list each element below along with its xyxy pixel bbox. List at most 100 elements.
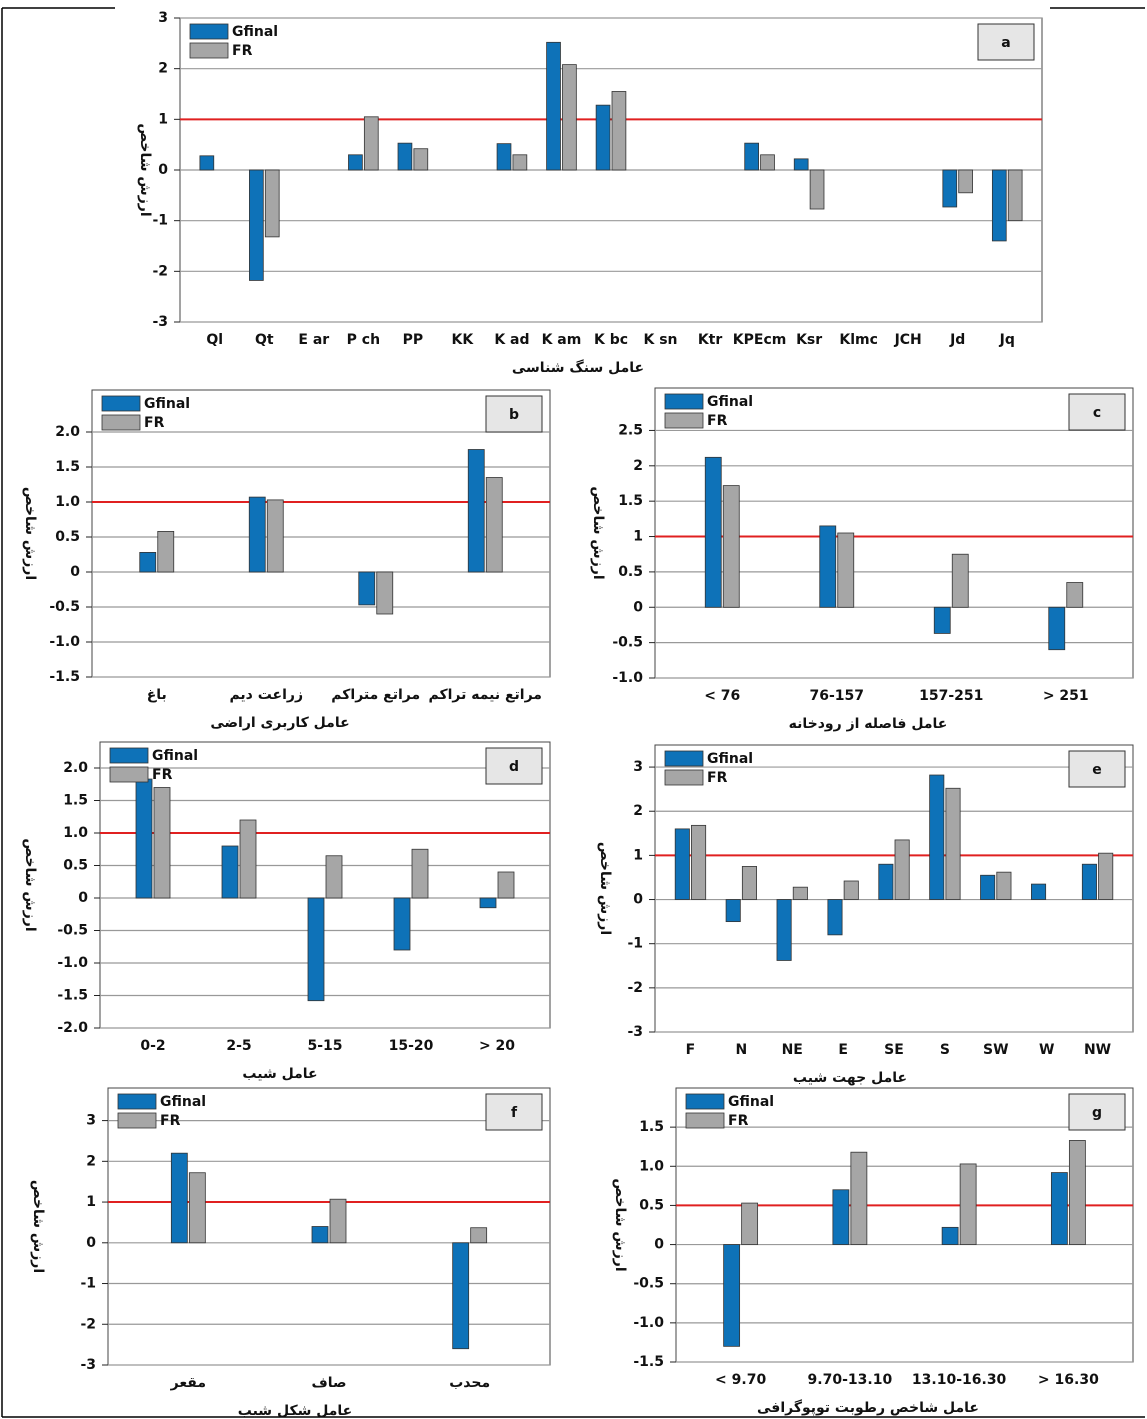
bar [843,880,859,900]
bar [760,154,775,171]
bar [1031,883,1047,900]
bar [894,839,910,900]
y-tick-label: -1.5 [57,988,88,1004]
legend-swatch [664,750,704,767]
bar [741,866,757,900]
x-tick-label: S [940,1042,950,1058]
legend-swatch [109,766,149,783]
bar [546,41,561,171]
bar [135,778,153,899]
y-tick-label: 0 [633,599,643,615]
y-tick-label: -1.5 [633,1354,664,1370]
bar [1050,1172,1068,1245]
panel-label: d [509,759,519,775]
bar [139,552,157,573]
bar [497,871,515,899]
bar [704,456,722,608]
bar [512,154,528,171]
x-tick-label: 157-251 [919,688,983,704]
y-tick-label: 2 [633,458,643,474]
legend-label: FR [152,767,173,783]
x-tick-label: W [1039,1042,1054,1058]
y-tick-label: 2.0 [63,760,88,776]
bar [776,899,792,961]
x-tick-label: 2-5 [226,1038,251,1054]
panel-label-box [1068,750,1126,788]
bar [325,855,343,899]
bar [837,532,855,608]
legend-label: Gfinal [232,24,278,40]
x-tick-label: SE [884,1042,904,1058]
bar [819,525,837,608]
x-tick-label: > 251 [1043,688,1089,704]
bar [1007,169,1023,222]
x-axis-title: عامل شکل شیب [238,1403,352,1419]
bar [1098,852,1114,900]
y-tick-label: -2 [80,1316,96,1332]
x-tick-label: NW [1084,1042,1111,1058]
legend-label: Gfinal [144,396,190,412]
y-tick-label: 3 [86,1113,96,1129]
panel-label: c [1093,405,1101,421]
bar [980,874,996,900]
y-tick-label: -1.0 [633,1315,664,1331]
bar [249,169,264,281]
y-tick-label: -2 [152,263,168,279]
legend-label: Gfinal [160,1094,206,1110]
y-tick-label: -1 [627,936,643,952]
panel-label: b [509,407,519,423]
y-tick-label: 3 [633,759,643,775]
x-tick-label: صاف [311,1375,346,1391]
x-tick-label: KK [452,332,475,348]
legend-label: Gfinal [707,394,753,410]
y-tick-label: -1.0 [612,670,643,686]
bar [311,1226,329,1244]
bar [941,1226,959,1245]
x-tick-label: K sn [644,332,678,348]
y-tick-label: 1 [633,847,643,863]
bar [470,1227,488,1244]
panel-label: f [511,1105,518,1121]
y-tick-label: 0 [86,1235,96,1251]
y-tick-label: 0.5 [639,1197,664,1213]
x-tick-label: Klmc [839,332,878,348]
bar [170,1152,188,1244]
bar [153,787,171,899]
bar [945,787,961,900]
y-tick-label: 1.5 [55,459,80,475]
panel-label-box [485,1093,543,1131]
y-tick-label: 0 [633,892,643,908]
x-tick-label: Ktr [698,332,723,348]
bar [832,1189,850,1245]
y-tick-label: -1 [80,1276,96,1292]
y-axis-title: ارزش شاخص [597,842,613,935]
panel-label-box [1068,393,1126,431]
x-tick-label: 76-157 [809,688,864,704]
y-tick-label: -3 [80,1357,96,1373]
x-tick-label: P ch [347,332,380,348]
y-tick-label: 0.5 [63,858,88,874]
legend-label: FR [232,43,253,59]
bar [792,886,808,900]
bar [674,828,690,900]
y-tick-label: 1.0 [55,494,80,510]
bar [942,169,958,208]
y-axis-title: ارزش شاخص [30,1180,46,1273]
y-tick-label: -1.0 [49,634,80,650]
x-tick-label: Ql [206,332,223,348]
legend-label: FR [707,770,728,786]
legend-label: FR [160,1113,181,1129]
bar [329,1198,347,1244]
y-tick-label: -3 [152,314,168,330]
x-axis-title: عامل جهت شیب [793,1070,907,1086]
y-tick-label: -0.5 [633,1276,664,1292]
y-tick-label: 0 [70,564,80,580]
bar [413,148,429,171]
y-tick-label: -0.5 [57,923,88,939]
x-tick-label: Jd [949,332,965,348]
y-tick-label: 0.5 [55,529,80,545]
x-tick-label: F [686,1042,696,1058]
y-axis-title: ارزش شاخص [22,487,38,580]
bar [393,897,411,951]
bar [991,169,1007,242]
